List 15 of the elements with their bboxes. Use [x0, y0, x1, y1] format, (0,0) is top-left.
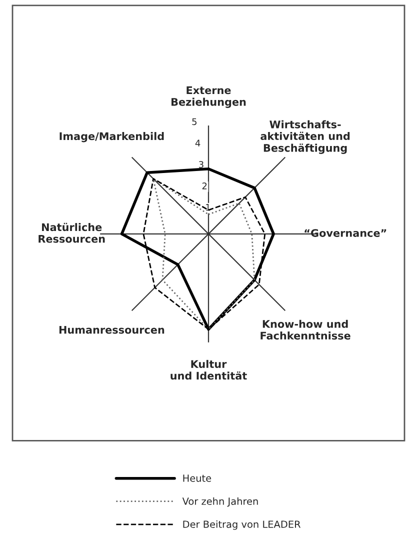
y-tick-label: 5 — [192, 118, 196, 126]
y-tick-label: 4 — [195, 140, 200, 146]
spoke-label: Know-how und Fachkenntnisse — [260, 320, 350, 340]
spoke-label: “Governance” — [304, 229, 386, 237]
text: Vor zehn Jahren — [182, 497, 258, 507]
spoke-label: Image/Markenbild — [60, 132, 164, 142]
spoke-label: Natürliche Ressourcen — [38, 222, 105, 243]
spoke-label: Externe Beziehungen — [172, 86, 246, 108]
y-tick-label: 3 — [199, 161, 204, 168]
spoke-label: Kultur und Identität — [170, 360, 247, 380]
text: Heute — [183, 474, 212, 482]
text: Der Beitrag von LEADER — [183, 520, 301, 530]
spoke-label: Wirtschafts- aktivitäten und Beschäftigung — [260, 120, 350, 154]
y-tick-label: 2 — [202, 182, 207, 190]
spoke-label: Humanressourcen — [59, 326, 164, 334]
